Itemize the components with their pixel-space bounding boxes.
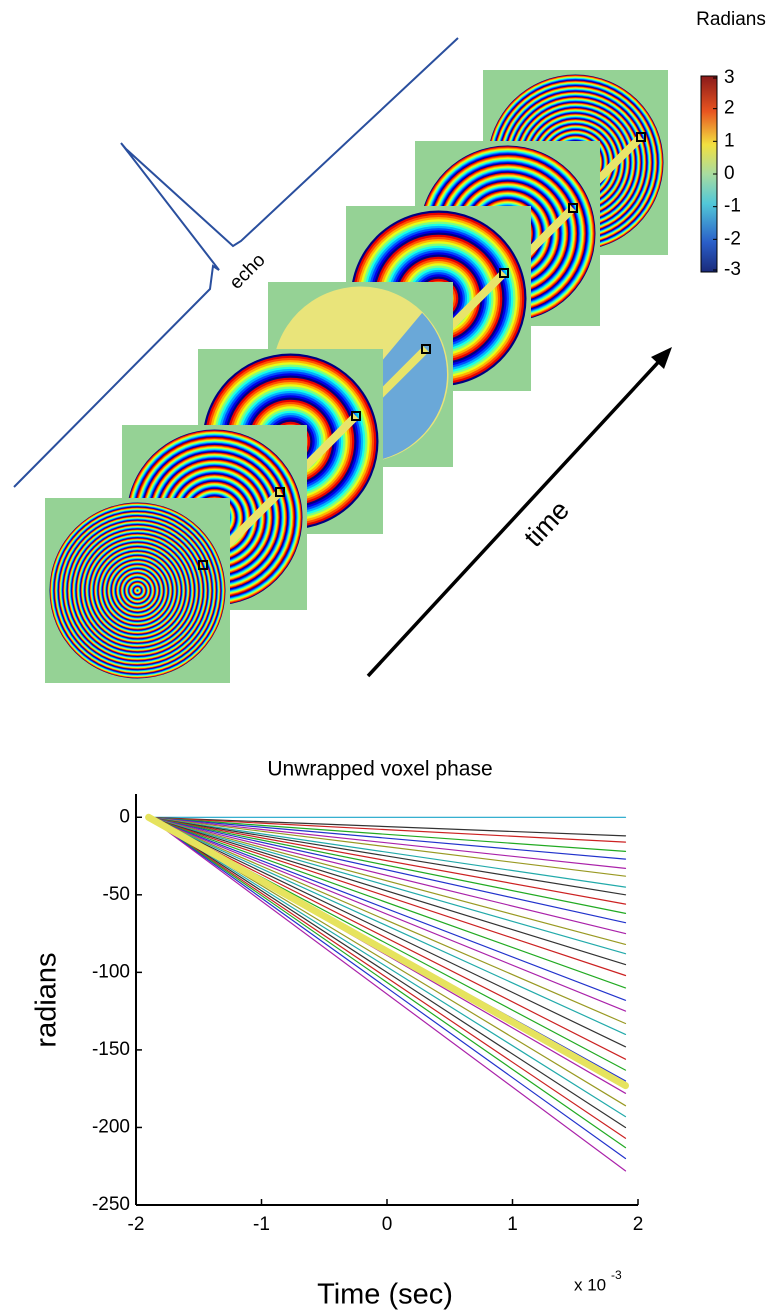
- page: {"figure": { "colorbar_title": "Radians"…: [0, 0, 768, 1315]
- colorbar-tick-label: 1: [724, 130, 735, 151]
- colorbar-tick-label: 0: [724, 163, 735, 184]
- x-multiplier-exponent: -3: [611, 1268, 622, 1282]
- colorbar-tick-label: -3: [724, 259, 741, 280]
- phase-images: [45, 70, 668, 683]
- colorbar-title: Radians: [696, 9, 766, 30]
- phase-image: [45, 498, 230, 683]
- y-tick-label: -100: [92, 961, 130, 982]
- y-axis-label: radians: [31, 952, 63, 1047]
- y-tick-label: -150: [92, 1039, 130, 1060]
- y-tick-label: -50: [103, 884, 130, 905]
- colorbar-tick-label: 2: [724, 98, 735, 119]
- y-tick-label: -200: [92, 1116, 130, 1137]
- phase-line: [149, 817, 626, 1023]
- plot-area: 0 -50 -100 -150 -200 -250-2 -1 0 1 2: [92, 794, 643, 1235]
- y-tick-label: -250: [92, 1194, 130, 1215]
- x-tick-label: 0: [382, 1214, 393, 1235]
- y-tick-label: 0: [119, 806, 130, 827]
- phase-line: [149, 817, 626, 1158]
- x-tick-label: 2: [633, 1214, 644, 1235]
- phase-line: [149, 817, 626, 1116]
- x-tick-label: 1: [507, 1214, 518, 1235]
- x-tick-label: -1: [253, 1214, 270, 1235]
- x-multiplier: x 10: [574, 1275, 606, 1294]
- phase-ring: [137, 590, 138, 591]
- x-axis-label: Time (sec): [317, 1279, 453, 1311]
- x-tick-label: -2: [128, 1214, 145, 1235]
- echo-label: echo: [226, 250, 270, 294]
- chart-title: Unwrapped voxel phase: [267, 758, 492, 781]
- colorbar-tick-label: -1: [724, 196, 741, 217]
- figure: echo time Radians 3210-1-2-3 Unwrapped v…: [0, 0, 768, 1315]
- colorbar-tick-label: 3: [724, 67, 735, 88]
- colorbar-tick-label: -2: [724, 228, 741, 249]
